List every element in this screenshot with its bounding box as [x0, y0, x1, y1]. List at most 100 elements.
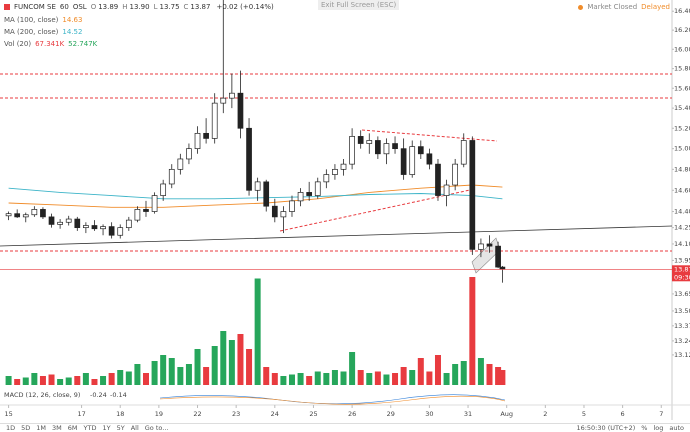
volume-bar	[22, 377, 29, 385]
range-button[interactable]: 3M	[52, 423, 62, 432]
last-price-tag	[672, 265, 690, 282]
volume-bar	[280, 376, 287, 385]
macd-value: -0.14	[110, 391, 127, 399]
y-tick-label: 15.40	[674, 104, 690, 112]
candle-body	[57, 221, 63, 225]
y-tick-label: 13.50	[674, 307, 690, 315]
ohlc-key: C	[183, 3, 189, 11]
legend-value: 52.747K	[68, 40, 98, 48]
candle-body	[271, 205, 278, 218]
x-tick-label: 31	[464, 410, 472, 418]
range-button[interactable]: 5Y	[116, 423, 125, 432]
ohlc-key: L	[153, 3, 158, 11]
volume-bar	[228, 340, 235, 385]
volume-bar	[142, 373, 149, 385]
legend-name[interactable]: Vol (20)	[4, 40, 32, 48]
y-tick-label: 14.25	[674, 224, 690, 232]
candle-body	[486, 243, 493, 247]
volume-bar	[486, 364, 493, 385]
candle-body	[460, 140, 467, 165]
scale-options: % log auto	[641, 424, 684, 432]
volume-bar	[392, 373, 399, 385]
candle-body	[383, 143, 390, 155]
candle-body	[74, 218, 81, 229]
volume-bar	[460, 361, 467, 385]
trend-line	[0, 225, 673, 247]
volume-bar	[306, 376, 313, 385]
candle-body	[426, 153, 433, 165]
ohlc-value: 13.89	[98, 3, 119, 11]
scale-option[interactable]: log	[653, 423, 664, 432]
volume-bar	[314, 371, 321, 385]
volume-bar	[357, 370, 364, 385]
scale-option[interactable]: auto	[669, 423, 684, 432]
legend-name[interactable]: MA (200, close)	[4, 28, 59, 36]
volume-bar	[499, 370, 506, 385]
exchange: OSL	[72, 3, 87, 11]
volume-bar	[57, 379, 64, 385]
y-tick-label: 13.37	[674, 322, 690, 330]
range-button[interactable]: 1D	[6, 423, 16, 432]
range-button[interactable]: 1Y	[102, 423, 111, 432]
range-button[interactable]: 6M	[67, 423, 78, 432]
volume-bar	[39, 376, 46, 385]
volume-bar	[91, 379, 98, 385]
interval[interactable]: 60	[59, 3, 69, 11]
range-button[interactable]: YTD	[83, 423, 97, 432]
ohlc-value: 13.90	[129, 3, 150, 11]
market-closed: Market Closed	[587, 3, 638, 11]
volume-bar	[125, 371, 132, 385]
candle-body	[91, 225, 98, 230]
y-tick-label: 16.00	[674, 45, 690, 53]
y-tick-label: 16.40	[674, 7, 690, 15]
volume-bar	[108, 373, 115, 385]
candle-body	[65, 218, 72, 223]
y-tick-label: 13.24	[674, 337, 690, 345]
x-tick-label: 25	[309, 410, 317, 418]
ohlc-key: H	[122, 3, 128, 11]
candle-body	[117, 227, 124, 236]
x-tick-label: 6	[621, 410, 625, 418]
candle-body	[297, 192, 304, 202]
volume-bar	[151, 361, 158, 385]
y-tick-label: 14.10	[674, 240, 690, 248]
volume-bar	[194, 349, 201, 385]
x-tick-label: 19	[155, 410, 163, 418]
candle-body	[211, 102, 218, 139]
trend-line	[361, 129, 498, 142]
range-button[interactable]: 5D	[21, 423, 31, 432]
symbol-icon	[4, 4, 10, 10]
candle-body	[314, 181, 321, 196]
range-button[interactable]: 1M	[36, 423, 47, 432]
ohlc-key: O	[90, 3, 97, 11]
candle-body	[186, 148, 192, 160]
candle-body	[237, 92, 244, 129]
volume-bar	[366, 373, 373, 385]
macd-value: -0.24	[90, 391, 107, 399]
scale-option[interactable]: %	[641, 423, 648, 432]
candle-body	[100, 226, 106, 230]
x-tick-label: 29	[387, 410, 395, 418]
candle-body	[469, 140, 476, 250]
candle-body	[177, 158, 184, 170]
exit-fullscreen[interactable]: Exit Full Screen (ESC)	[318, 0, 400, 10]
symbol[interactable]: FUNCOM SE	[14, 3, 56, 11]
candle-body	[125, 219, 132, 229]
candle-body	[357, 136, 364, 144]
plot-area	[0, 0, 672, 405]
toolbar-right: 16:50:30 (UTC+2) % log auto	[576, 424, 690, 432]
toolbar: 1D 5D 1M 3M 6M YTD 1Y 5Y All Go to... 16:50:30 (…	[0, 423, 690, 432]
y-tick-label: 14.40	[674, 208, 690, 216]
volume-bar	[237, 334, 244, 385]
ohlc-value: 13.87	[190, 3, 211, 11]
goto[interactable]: Go to...	[144, 423, 169, 432]
volume-bar	[211, 346, 218, 385]
range-button[interactable]: All	[130, 423, 139, 432]
candle-body	[495, 245, 501, 268]
volume-bar	[203, 367, 210, 385]
legend-row: MA (100, close) 14.63	[4, 16, 82, 24]
candle-body	[349, 136, 355, 165]
market-status: Market Closed Delayed	[578, 3, 670, 11]
legend-name[interactable]: MA (100, close)	[4, 16, 59, 24]
